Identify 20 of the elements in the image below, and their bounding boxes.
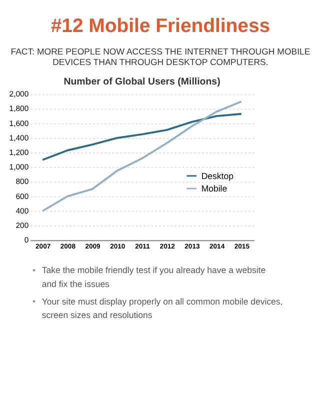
y-tick-label: 1,400 xyxy=(9,133,30,142)
text: Number of Global Users (Millions) xyxy=(64,76,220,88)
y-tick-label: 2,000 xyxy=(9,90,30,99)
text: Your site must display properly on all common mobile devices, screen sizes and resolutions xyxy=(42,296,283,320)
y-tick-label: 0 xyxy=(24,236,30,245)
y-tick-label: 1,000 xyxy=(9,162,30,172)
line-series xyxy=(42,112,242,161)
legend-label: Desktop xyxy=(201,170,234,181)
y-tick-label: 1,800 xyxy=(9,104,30,114)
y-tick-label: 800 xyxy=(16,177,30,186)
y-tick-label: 1,200 xyxy=(9,148,30,157)
legend-label: Mobile xyxy=(201,183,228,194)
text: Take the mobile friendly test if you already have a website and fix the issues xyxy=(42,265,266,289)
y-tick-label: 400 xyxy=(16,206,30,216)
y-tick-label: 1,600 xyxy=(9,118,30,128)
y-tick-label: 600 xyxy=(16,192,30,201)
y-tick-label: 200 xyxy=(16,220,30,230)
line-series xyxy=(42,100,242,212)
chart-subtitle: FACT: MORE PEOPLE NOW ACCESS THE INTERNET THROUGH MOBILE DEVICES THAN THROUGH DESKTOP COMPUTERS. xyxy=(10,46,310,68)
chart-title: #12 Mobile Friendliness xyxy=(50,14,270,37)
